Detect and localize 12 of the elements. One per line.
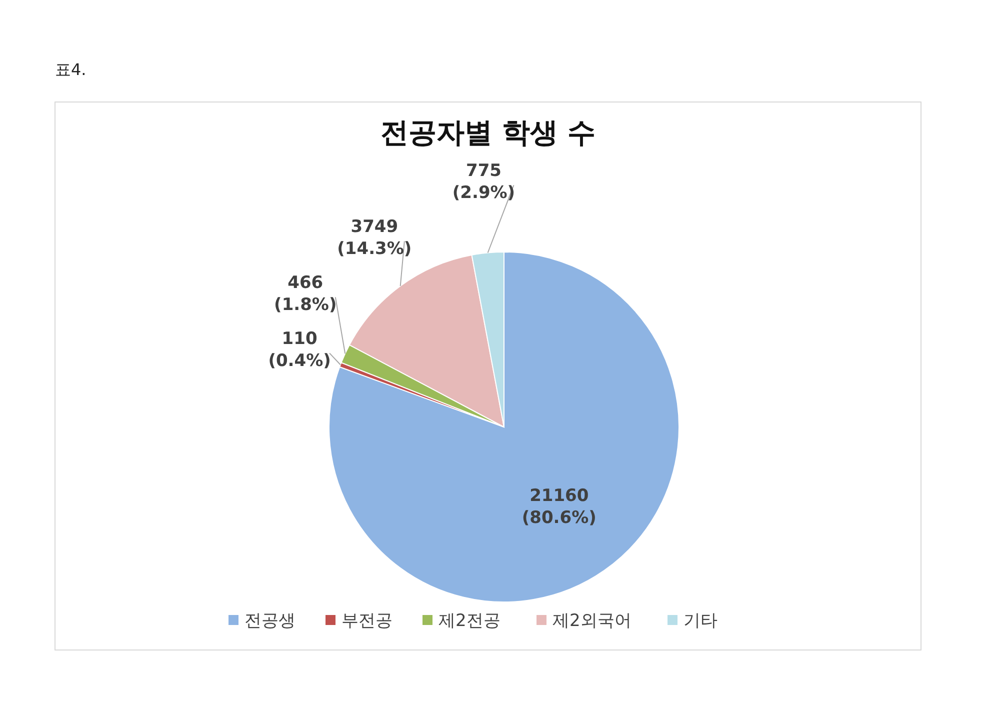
data-label: 110 (0.4%) [268,329,331,372]
legend-label: 전공생 [244,611,296,631]
chart-title: 전공자별 학생 수 [380,116,596,149]
data-label: 21160 (80.6%) [522,486,596,528]
data-label: 3749 (14.3%) [337,217,412,260]
legend-label: 기타 [684,611,718,631]
legend-label: 부전공 [342,611,392,631]
data-label: 775 (2.9%) [452,161,516,204]
legend-label: 제2전공 [438,611,500,631]
legend-label: 제2외국어 [552,611,632,631]
text: 표4. [55,60,86,79]
data-label: 466 (1.8%) [274,273,337,316]
